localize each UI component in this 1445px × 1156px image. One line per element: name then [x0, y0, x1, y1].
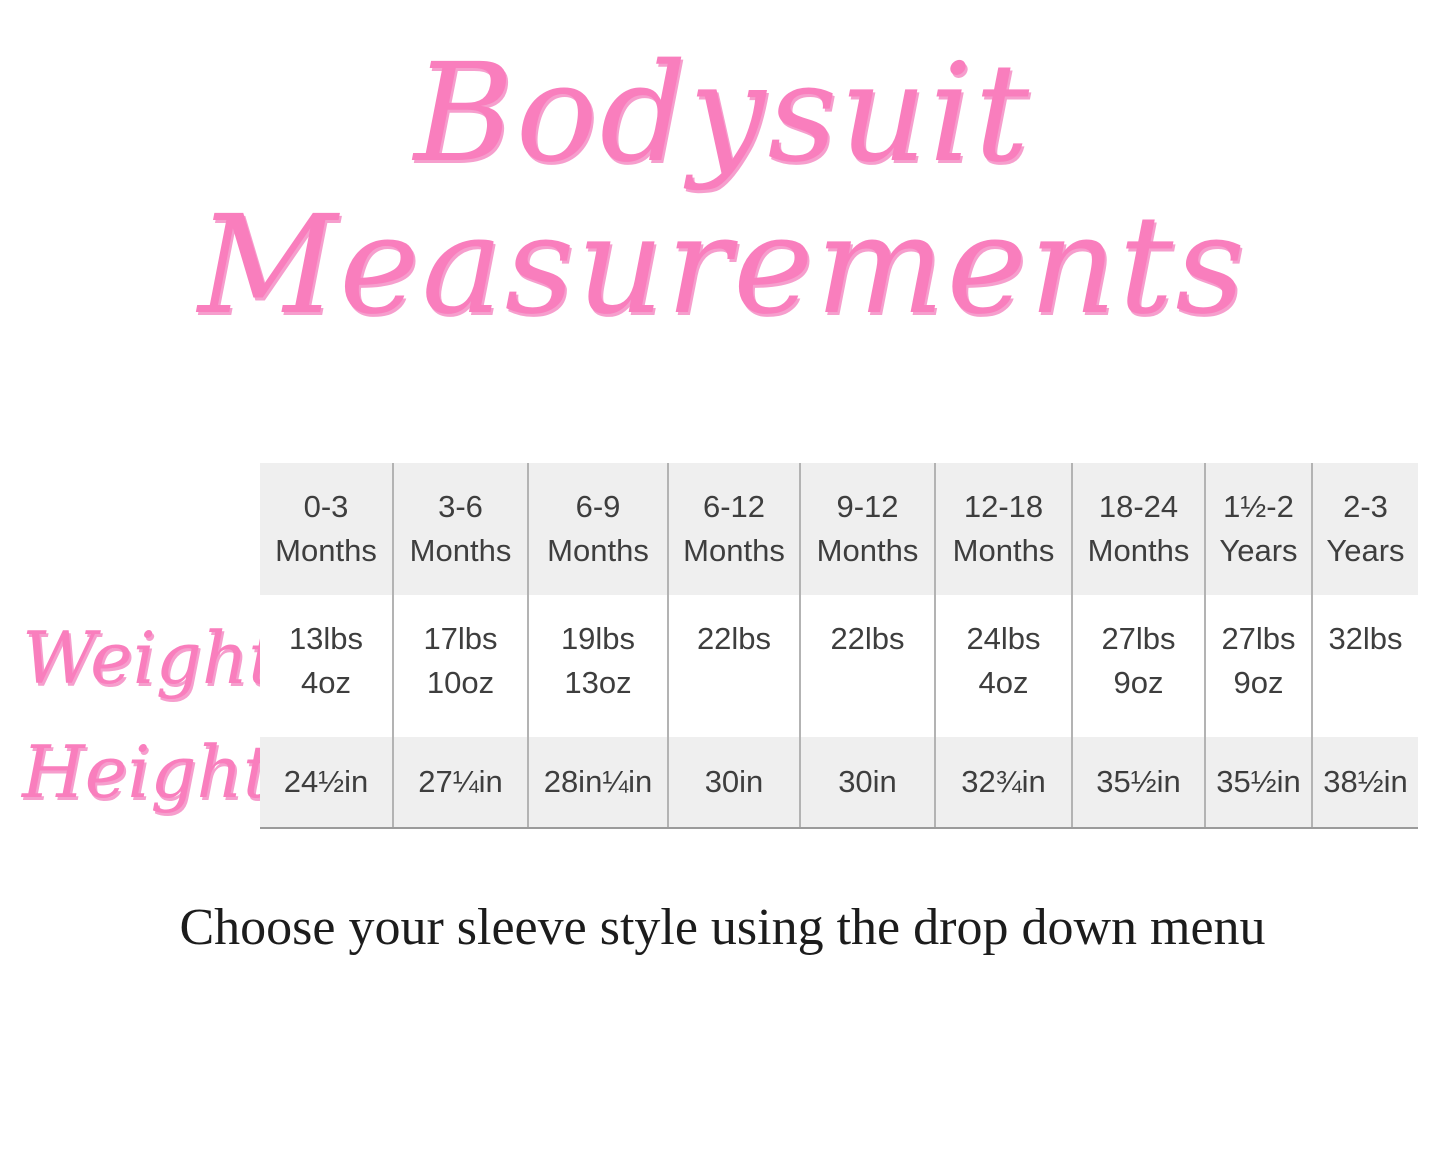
- weight-data-row: 13lbs 4oz 17lbs 10oz 19lbs 13oz 22lbs 22…: [260, 595, 1418, 737]
- weight-cell: 13lbs 4oz: [260, 595, 394, 737]
- header-cell: 1½-2 Years: [1205, 463, 1313, 595]
- height-cell: 24½in: [260, 737, 394, 829]
- header-cell: 6-9 Months: [528, 463, 669, 595]
- header-cell: 3-6 Months: [393, 463, 529, 595]
- height-cell: 30in: [800, 737, 936, 829]
- sleeve-style-note: Choose your sleeve style using the drop …: [179, 899, 1266, 956]
- title-line-measurements: Measurements: [197, 187, 1248, 346]
- weight-cell: 17lbs 10oz: [393, 595, 529, 737]
- height-cell: 32¾in: [935, 737, 1073, 829]
- height-cell: 30in: [668, 737, 801, 829]
- height-row-label: Height: [22, 730, 272, 814]
- header-cell: 6-12 Months: [668, 463, 801, 595]
- height-cell: 27¼in: [393, 737, 529, 829]
- height-data-row: 24½in 27¼in 28in¼in 30in 30in 32¾in 35½i…: [260, 737, 1418, 829]
- title-line-bodysuit: Bodysuit: [413, 35, 1032, 193]
- weight-cell: 22lbs: [668, 595, 801, 737]
- weight-cell: 24lbs 4oz: [935, 595, 1073, 737]
- height-cell: 28in¼in: [528, 737, 669, 829]
- header-cell: 9-12 Months: [800, 463, 936, 595]
- page-title: Bodysuit Measurements: [0, 38, 1445, 343]
- height-cell: 35½in: [1072, 737, 1206, 829]
- size-table: 0-3 Months 3-6 Months 6-9 Months 6-12 Mo…: [260, 463, 1418, 829]
- weight-cell: 27lbs 9oz: [1072, 595, 1206, 737]
- height-cell: 35½in: [1205, 737, 1313, 829]
- weight-row-label: Weight: [22, 616, 278, 700]
- weight-cell: 22lbs: [800, 595, 936, 737]
- weight-cell: 19lbs 13oz: [528, 595, 669, 737]
- header-cell: 18-24 Months: [1072, 463, 1206, 595]
- weight-cell: 32lbs: [1312, 595, 1418, 737]
- header-cell: 2-3 Years: [1312, 463, 1418, 595]
- height-cell: 38½in: [1312, 737, 1418, 829]
- weight-cell: 27lbs 9oz: [1205, 595, 1313, 737]
- table-header-row: 0-3 Months 3-6 Months 6-9 Months 6-12 Mo…: [260, 463, 1418, 595]
- header-cell: 0-3 Months: [260, 463, 394, 595]
- header-cell: 12-18 Months: [935, 463, 1073, 595]
